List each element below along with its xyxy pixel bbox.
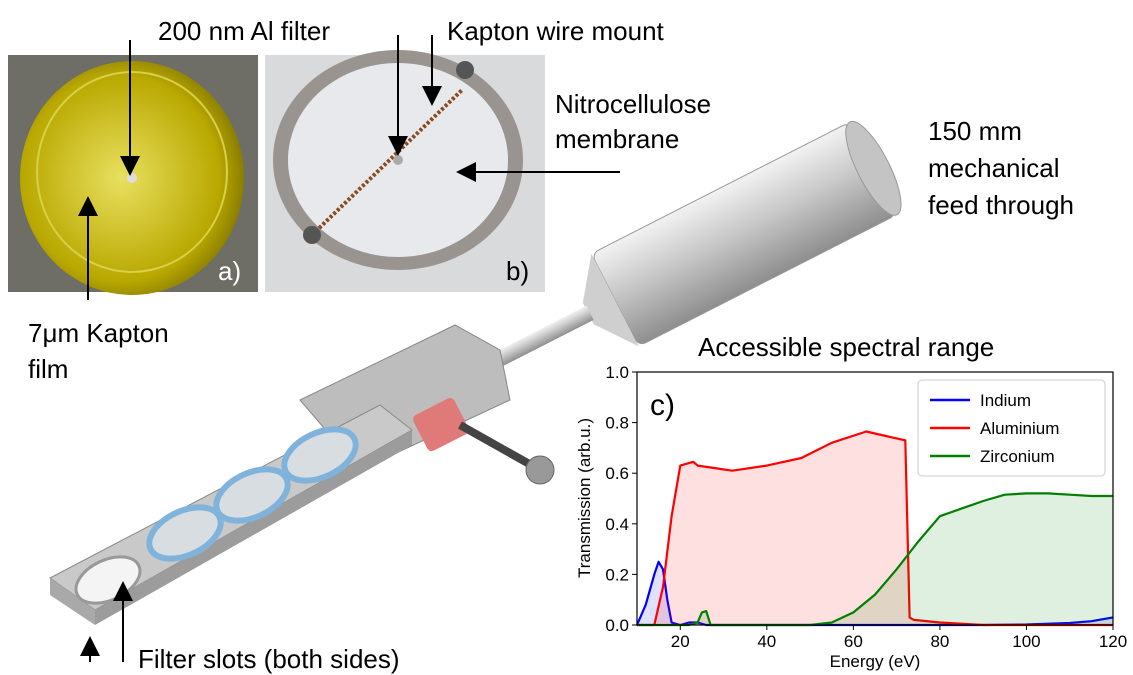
x-tick-label: 120 (1099, 632, 1127, 651)
legend-label: Indium (980, 391, 1031, 410)
legend-label: Zirconium (980, 447, 1055, 466)
chart-title: Accessible spectral range (698, 332, 994, 362)
annotation: membrane (555, 124, 679, 154)
x-tick-label: 80 (930, 632, 949, 651)
annotation: Kapton wire mount (447, 16, 665, 46)
y-tick-label: 0.6 (605, 464, 629, 483)
panel-label: a) (218, 256, 241, 286)
legend-label: Aluminium (980, 419, 1059, 438)
y-tick-label: 0.2 (605, 565, 629, 584)
annotation: Nitrocellulose (555, 89, 711, 119)
x-tick-label: 100 (1012, 632, 1040, 651)
y-tick-label: 0.0 (605, 616, 629, 635)
annotation: 7μm Kapton (28, 318, 169, 348)
x-axis-label: Energy (eV) (830, 652, 921, 671)
annotation: 200 nm Al filter (158, 16, 330, 46)
panel-label: b) (506, 256, 529, 286)
panel-label: c) (650, 389, 675, 422)
annotation: film (28, 354, 68, 384)
y-axis-label: Transmission (arb.u.) (575, 418, 594, 578)
annotation: 150 mm (928, 116, 1022, 146)
x-tick-label: 40 (757, 632, 776, 651)
annotation: feed through (928, 190, 1074, 220)
figure: 200 nm Al filter Kapton wire mount Nitro… (0, 0, 1133, 675)
y-tick-label: 0.4 (605, 515, 629, 534)
x-tick-label: 60 (844, 632, 863, 651)
x-tick-label: 20 (671, 632, 690, 651)
y-tick-label: 1.0 (605, 363, 629, 382)
annotation: mechanical (928, 153, 1060, 183)
plot: 20 40 60 80 100 120 0.0 0.2 0.4 0.6 0.8 1.0 Indium Al… (605, 363, 1127, 651)
y-tick-label: 0.8 (605, 414, 629, 433)
annotation: Filter slots (both sides) (138, 644, 400, 674)
